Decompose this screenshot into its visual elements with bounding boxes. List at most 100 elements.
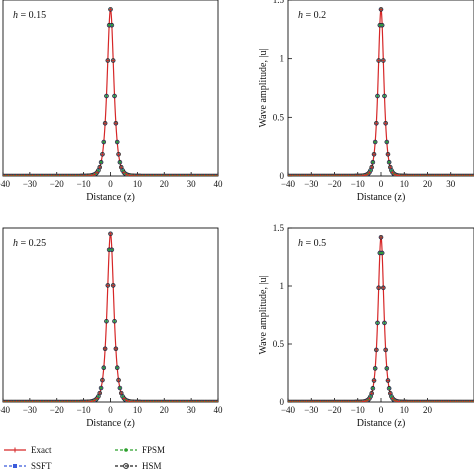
- series-hsm-point: [190, 173, 195, 176]
- series-exact-point: [100, 378, 105, 382]
- series-hsm-point: [35, 173, 41, 176]
- series-exact-point: [305, 400, 309, 402]
- series-exact-point: [200, 174, 204, 176]
- x-tick-label: 10: [133, 405, 143, 415]
- series-exact-point: [14, 174, 19, 176]
- series-exact-point: [122, 170, 126, 175]
- series-exact-point: [370, 165, 374, 169]
- y-tick-label: 1: [280, 54, 285, 64]
- series-exact-point: [337, 174, 341, 176]
- series-exact-point: [82, 174, 86, 176]
- series-exact-point: [194, 400, 199, 402]
- legend-marker: [124, 448, 128, 452]
- series-fpsm-point: [107, 248, 111, 251]
- series-hsm-point: [3, 399, 7, 402]
- series-exact-point: [365, 172, 369, 176]
- series-exact-point: [439, 174, 444, 176]
- series-fpsm-point: [380, 24, 384, 27]
- series-exact-point: [60, 174, 64, 176]
- series-exact-point: [186, 400, 191, 402]
- series-exact-point: [456, 174, 460, 176]
- series-exact-point: [55, 174, 59, 176]
- series-exact-point: [393, 172, 397, 176]
- series-hsm-point: [214, 173, 218, 176]
- series-hsm-point: [35, 399, 41, 402]
- series-hsm-point: [161, 173, 167, 176]
- series-exact-point: [12, 174, 16, 176]
- series-exact-point: [388, 165, 392, 169]
- series-exact-point: [295, 400, 299, 402]
- y-axis-title: Wave amplitude, |u|: [258, 48, 269, 127]
- series-exact-point: [318, 400, 323, 402]
- series-hsm-point: [383, 347, 388, 353]
- series-hsm-point: [113, 346, 119, 352]
- series-exact-point: [365, 398, 369, 402]
- series-exact-point: [116, 378, 121, 382]
- series-fpsm-point: [376, 94, 379, 98]
- series-hsm-point: [43, 173, 49, 176]
- series-exact-point: [84, 400, 88, 402]
- series-exact-point: [288, 174, 292, 176]
- series-hsm-point: [187, 399, 193, 402]
- series-exact-point: [39, 400, 43, 402]
- series-hsm-point: [165, 399, 171, 402]
- series-hsm-point: [45, 399, 50, 402]
- series-exact-point: [300, 174, 304, 176]
- series-hsm-point: [19, 399, 25, 402]
- series-exact-point: [202, 400, 207, 402]
- series-hsm-point: [16, 399, 22, 402]
- series-exact-point: [388, 391, 392, 395]
- series-hsm-point: [168, 173, 174, 176]
- series-exact-point: [451, 400, 455, 402]
- series-hsm-point: [51, 399, 57, 402]
- series-hsm-point: [204, 173, 210, 176]
- series-hsm-point: [8, 173, 14, 176]
- x-tick-label: 0: [379, 405, 384, 415]
- series-hsm-point: [55, 173, 61, 176]
- legend-label: HSM: [142, 461, 162, 471]
- series-exact-point: [25, 174, 29, 176]
- series-exact-point: [425, 400, 430, 402]
- series-hsm-point: [172, 173, 178, 176]
- series-hsm-point: [159, 399, 164, 402]
- series-exact-point: [386, 152, 390, 156]
- series-exact-point: [159, 400, 164, 402]
- series-exact-point: [379, 235, 383, 239]
- series-fpsm-point: [378, 24, 382, 27]
- series-hsm-point: [192, 173, 198, 176]
- series-hsm-point: [191, 399, 197, 402]
- series-exact-point: [374, 121, 378, 125]
- series-hsm-point: [372, 366, 378, 371]
- series-exact-point: [432, 174, 437, 176]
- series-hsm-point: [179, 399, 185, 402]
- series-exact-line: [288, 235, 474, 402]
- series-hsm-point: [3, 173, 7, 176]
- series-exact-point: [288, 400, 292, 402]
- series-exact-point: [208, 174, 212, 176]
- series-exact-point: [41, 400, 45, 402]
- series-exact-point: [30, 400, 35, 402]
- legend: Exact FPSM SSFT HSM: [4, 445, 165, 471]
- series-layer: [288, 234, 474, 402]
- series-exact-point: [9, 400, 13, 402]
- series-fpsm-point: [371, 160, 375, 164]
- series-exact-point: [197, 400, 201, 402]
- series-exact-point: [30, 174, 35, 176]
- series-hsm-point: [49, 399, 54, 402]
- series-hsm-point: [46, 399, 51, 402]
- series-hsm-point: [195, 399, 201, 402]
- legend-item-ssft: SSFT: [4, 461, 52, 471]
- series-exact-point: [33, 174, 37, 176]
- series-exact-point: [98, 165, 102, 169]
- series-exact-point: [377, 286, 381, 290]
- x-tick-label: −30: [23, 179, 38, 189]
- x-tick-label: 20: [160, 179, 170, 189]
- series-hsm-point: [369, 164, 375, 170]
- series-exact-point: [6, 400, 10, 402]
- series-hsm-point: [23, 173, 29, 176]
- series-hsm-point: [208, 399, 214, 402]
- x-tick-label: −20: [50, 405, 65, 415]
- series-exact-point: [157, 400, 161, 402]
- series-exact-point: [84, 174, 88, 176]
- series-exact-point: [130, 174, 134, 176]
